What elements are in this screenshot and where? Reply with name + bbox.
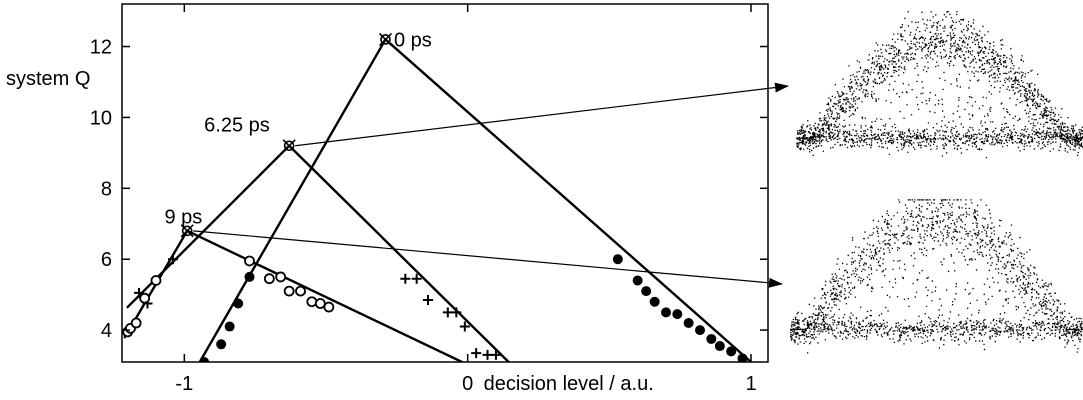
open-circle-point bbox=[130, 317, 142, 329]
filled-circle-point bbox=[695, 325, 705, 336]
y-tick-label: 6 bbox=[101, 249, 112, 271]
fit-line bbox=[384, 38, 753, 362]
peak-circle bbox=[283, 140, 295, 152]
peak-cross bbox=[282, 139, 296, 153]
annotation-label: 9 ps bbox=[165, 207, 203, 229]
filled-circle-point bbox=[714, 341, 725, 352]
fit-line bbox=[198, 38, 387, 362]
open-circle-point bbox=[323, 301, 335, 313]
eye-diagram-inset bbox=[796, 11, 1083, 159]
plus-point bbox=[459, 321, 470, 332]
axis-ticks: 4 6 8 10 12 -1 0 1 bbox=[90, 4, 768, 395]
filled-circle-point bbox=[672, 309, 683, 320]
plus-point bbox=[471, 348, 482, 359]
x-axis-label: decision level / a.u. bbox=[484, 373, 654, 395]
inset-arrow bbox=[193, 230, 783, 288]
filled-circle-point bbox=[233, 298, 244, 309]
filled-circle-point bbox=[737, 353, 748, 362]
open-circle-point bbox=[283, 285, 295, 297]
x-tick-label: 0 bbox=[462, 373, 473, 395]
y-tick-label: 12 bbox=[90, 37, 112, 59]
open-circle-point bbox=[150, 275, 162, 286]
peak-circle bbox=[380, 34, 391, 45]
open-circle-point bbox=[263, 273, 275, 285]
y-axis-label: system Q bbox=[6, 68, 90, 90]
inset-arrow bbox=[295, 82, 789, 147]
chart-labels: system Q decision level / a.u. 0 ps 6.25 ps… bbox=[6, 29, 654, 395]
filled-circle-point bbox=[661, 307, 671, 318]
filled-circle-point bbox=[726, 346, 737, 357]
plot-area-border bbox=[121, 3, 769, 363]
annotation-label: 6.25 ps bbox=[204, 115, 270, 137]
open-circle-point bbox=[295, 285, 306, 297]
filled-circle-point bbox=[632, 275, 643, 286]
y-tick-label: 10 bbox=[90, 107, 112, 129]
filled-circle-point bbox=[683, 318, 694, 329]
fit-line bbox=[287, 144, 511, 362]
plus-point bbox=[451, 307, 462, 318]
annotation-label: 0 ps bbox=[394, 29, 432, 51]
eye-diagram-noise bbox=[790, 199, 1083, 354]
plus-point bbox=[491, 349, 501, 360]
x-tick-label: -1 bbox=[175, 373, 193, 395]
plus-point bbox=[442, 307, 453, 318]
open-circle-point bbox=[306, 296, 318, 308]
data-points bbox=[122, 32, 748, 362]
plus-point bbox=[400, 273, 411, 284]
peak-cross bbox=[180, 224, 194, 238]
open-circle-point bbox=[275, 271, 287, 283]
filled-circle-point bbox=[641, 286, 652, 297]
plus-point bbox=[411, 273, 422, 284]
open-circle-point bbox=[244, 255, 255, 267]
plot-frame bbox=[121, 3, 769, 363]
open-circle-point bbox=[139, 292, 151, 304]
filled-circle-point bbox=[244, 271, 255, 282]
filled-circle-point bbox=[224, 321, 235, 332]
peak-cross bbox=[378, 32, 393, 47]
filled-circle-point bbox=[706, 333, 717, 344]
filled-circle-point bbox=[612, 254, 623, 265]
filled-circle-point bbox=[199, 357, 210, 362]
filled-circle-point bbox=[216, 339, 227, 350]
eye-diagram-inset bbox=[790, 199, 1083, 354]
peak-circle bbox=[181, 225, 193, 237]
y-tick-label: 8 bbox=[101, 178, 112, 200]
plus-point bbox=[482, 349, 493, 360]
plus-point bbox=[134, 287, 144, 298]
fit-lines bbox=[123, 38, 753, 362]
fit-line bbox=[185, 229, 464, 362]
filled-circle-point bbox=[649, 296, 660, 307]
eye-insets bbox=[790, 11, 1083, 354]
inset-arrows bbox=[193, 82, 789, 288]
plus-point bbox=[423, 294, 433, 305]
eye-diagram-noise bbox=[796, 11, 1083, 159]
x-tick-label: 1 bbox=[745, 373, 756, 395]
plus-point bbox=[168, 254, 178, 265]
y-tick-label: 4 bbox=[101, 320, 112, 342]
